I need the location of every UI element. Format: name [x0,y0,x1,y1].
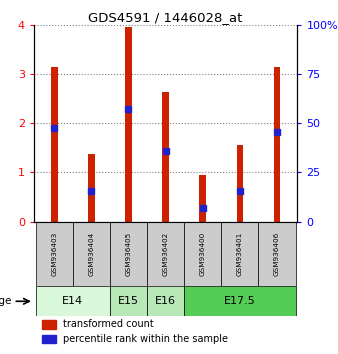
Text: GSM936402: GSM936402 [163,232,169,276]
Bar [147,222,184,286]
Bar [110,222,147,286]
Text: GSM936404: GSM936404 [88,232,94,276]
Text: age: age [0,296,11,306]
Bar [73,222,110,286]
Bar [147,286,184,316]
Text: E14: E14 [62,296,83,306]
Bar [259,222,296,286]
Bar [35,286,110,316]
Bar [35,222,73,286]
Bar [125,27,132,222]
Bar [162,92,169,222]
Title: GDS4591 / 1446028_at: GDS4591 / 1446028_at [89,11,243,24]
Text: transformed count: transformed count [63,319,153,330]
Text: E15: E15 [118,296,139,306]
Bar [88,154,95,222]
Text: GSM936401: GSM936401 [237,232,243,276]
Text: GSM936400: GSM936400 [200,232,206,276]
Text: percentile rank within the sample: percentile rank within the sample [63,334,228,344]
Bar [184,286,296,316]
Bar [42,335,56,343]
Text: GSM936406: GSM936406 [274,232,280,276]
Bar [237,145,243,222]
Text: E17.5: E17.5 [224,296,256,306]
Bar [274,67,280,222]
Bar [42,320,56,329]
Bar [199,175,206,222]
Text: E16: E16 [155,296,176,306]
Bar [221,222,259,286]
Bar [110,286,147,316]
Text: GSM936403: GSM936403 [51,232,57,276]
Bar [184,222,221,286]
Text: GSM936405: GSM936405 [125,232,131,276]
Bar [51,67,57,222]
